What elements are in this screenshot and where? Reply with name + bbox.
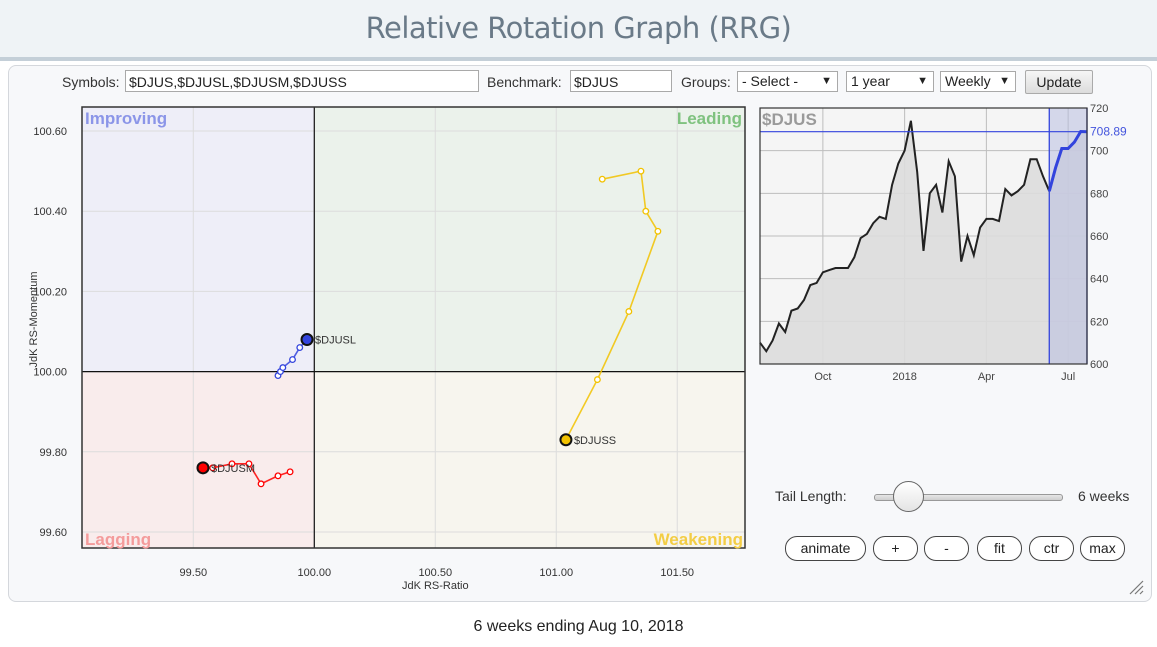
plot-border [81,106,746,549]
y-axis-label: JdK RS-Momentum [28,271,40,367]
toolbar: Symbols: $DJUS,$DJUSL,$DJUSM,$DJUSS Benc… [9,66,1151,100]
tail-point [593,376,601,384]
period-select[interactable]: 1 year ▼ [846,71,934,92]
tail-length-label: Tail Length: [775,488,847,504]
x-tick-label: 99.50 [180,567,208,579]
quadrant-label-lagging: Lagging [85,530,151,549]
quadrant-label-weakening: Weakening [654,530,743,549]
groups-select-value: - Select - [742,73,799,89]
tail-point [257,480,265,488]
y-tick-label: 99.60 [39,527,67,539]
interval-select[interactable]: Weekly ▼ [940,71,1016,92]
series-head-djusl [300,333,314,347]
groups-label: Groups: [681,74,731,90]
tail-point [245,460,253,468]
zoom-in-button[interactable]: + [873,536,918,561]
x-tick-label: 100.00 [297,567,331,579]
tail-point [228,460,236,468]
series-label: $DJUSM [211,463,255,475]
x-tick-label: 101.00 [539,567,573,579]
page-header: Relative Rotation Graph (RRG) [0,0,1157,61]
chevron-down-icon: ▼ [821,75,832,87]
tail-point [209,464,217,472]
benchmark-input[interactable]: $DJUS [570,70,672,92]
y-tick-label: 100.00 [33,367,67,379]
tail-point [642,207,650,215]
tail-point [289,356,296,364]
x-axis-label: JdK RS-Ratio [402,580,469,592]
quadrant-improving [82,107,315,372]
resize-handle-icon[interactable] [1127,578,1145,596]
tail-point [274,472,282,480]
interval-select-value: Weekly [945,73,991,89]
period-select-value: 1 year [851,73,890,89]
x-tick-label: 100.50 [418,567,452,579]
max-button[interactable]: max [1080,536,1125,561]
series-head-djusm [196,461,210,475]
tail-point [637,167,645,175]
tail-length-slider-handle[interactable] [893,481,924,512]
tail-length-slider-track[interactable] [874,494,1063,501]
tail-length-value: 6 weeks [1078,488,1130,504]
fit-button[interactable]: fit [977,536,1022,561]
animate-button[interactable]: animate [785,536,866,561]
y-tick-label: 100.20 [33,286,67,298]
tail-point [625,308,633,315]
page-title: Relative Rotation Graph (RRG) [365,11,792,45]
tail-point [286,468,294,476]
quadrant-weakening [314,371,745,548]
y-tick-label: 99.80 [39,447,67,459]
series-label: $DJUSL [315,335,356,347]
chevron-down-icon: ▼ [917,75,928,87]
y-tick-label: 100.60 [33,126,67,138]
tail-point [296,344,304,351]
benchmark-label: Benchmark: [487,74,562,90]
symbols-input[interactable]: $DJUS,$DJUSL,$DJUSM,$DJUSS [125,70,479,92]
series-head-djuss [559,433,573,447]
center-button[interactable]: ctr [1029,536,1074,561]
symbols-label: Symbols: [62,74,120,90]
y-tick-label: 100.40 [33,206,67,218]
quadrant-label-leading: Leading [677,109,742,128]
series-label: $DJUSS [574,435,616,447]
footer-caption: 6 weeks ending Aug 10, 2018 [473,618,684,635]
zoom-out-button[interactable]: - [924,536,969,561]
x-tick-label: 101.50 [660,567,694,579]
quadrant-label-improving: Improving [85,109,167,128]
update-button[interactable]: Update [1025,70,1093,94]
tail-point [654,227,662,235]
quadrant-leading [314,107,745,372]
chevron-down-icon: ▼ [999,75,1010,87]
tail-point [598,175,606,183]
tail-point [279,364,287,372]
groups-select[interactable]: - Select - ▼ [737,71,838,92]
quadrant-lagging [82,371,315,548]
